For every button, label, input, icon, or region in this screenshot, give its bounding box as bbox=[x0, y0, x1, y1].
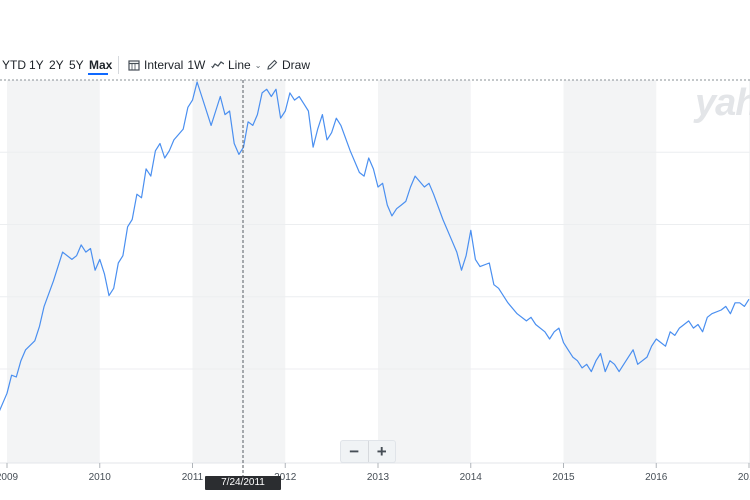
year-band bbox=[7, 80, 100, 463]
chart-type-menu[interactable]: Line ⌄ bbox=[212, 56, 261, 74]
chevron-down-icon: ⌄ bbox=[254, 60, 262, 70]
chart-toolbar: YTD 1Y 2Y 5Y Max Interval 1W ⌄ Line ⌄ Dr… bbox=[0, 52, 750, 78]
zoom-out-button[interactable]: − bbox=[349, 441, 360, 461]
year-band bbox=[378, 80, 471, 463]
range-max-button[interactable]: Max bbox=[89, 58, 113, 72]
x-axis: 2009 2010 2011 2012 2013 2014 2015 2016 2017 bbox=[0, 463, 750, 483]
zoom-control: − + bbox=[340, 440, 396, 463]
chart-type-label: Line bbox=[228, 58, 251, 72]
calendar-icon bbox=[128, 59, 140, 71]
x-tick-label: 2011 bbox=[182, 472, 204, 483]
range-5y-button[interactable]: 5Y bbox=[69, 58, 84, 72]
x-tick-label: 2010 bbox=[89, 472, 112, 483]
price-line bbox=[0, 81, 750, 412]
crosshair-date-label: 7/24/2011 bbox=[205, 476, 281, 490]
yahoo-watermark: yah bbox=[695, 82, 750, 124]
active-range-indicator bbox=[88, 73, 108, 75]
interval-label: Interval bbox=[144, 58, 184, 72]
range-1y-button[interactable]: 1Y bbox=[29, 58, 44, 72]
x-tick-label: 2017 bbox=[738, 472, 750, 483]
year-band bbox=[563, 80, 657, 463]
grid-lines bbox=[0, 151, 750, 370]
toolbar-divider bbox=[118, 56, 119, 74]
x-tick-label: 2009 bbox=[0, 472, 19, 483]
line-chart-icon bbox=[212, 60, 224, 70]
range-2y-button[interactable]: 2Y bbox=[49, 58, 64, 72]
x-tick-label: 2016 bbox=[645, 472, 668, 483]
zoom-in-button[interactable]: + bbox=[376, 441, 387, 461]
draw-label: Draw bbox=[282, 58, 311, 72]
chevron-down-icon: ⌄ bbox=[209, 60, 217, 70]
zoom-divider bbox=[367, 441, 369, 462]
range-ytd-button[interactable]: YTD bbox=[2, 58, 26, 72]
interval-menu[interactable]: Interval 1W ⌄ bbox=[128, 56, 216, 74]
pencil-icon bbox=[266, 59, 278, 71]
x-tick-label: 2013 bbox=[367, 472, 390, 483]
draw-button[interactable]: Draw bbox=[266, 56, 310, 74]
x-tick-label: 2014 bbox=[460, 472, 483, 483]
x-tick-label: 2015 bbox=[552, 472, 575, 483]
year-bands bbox=[7, 80, 750, 463]
x-tick-label: 2012 bbox=[274, 472, 297, 483]
year-band bbox=[192, 80, 286, 463]
interval-value: 1W bbox=[187, 58, 206, 72]
